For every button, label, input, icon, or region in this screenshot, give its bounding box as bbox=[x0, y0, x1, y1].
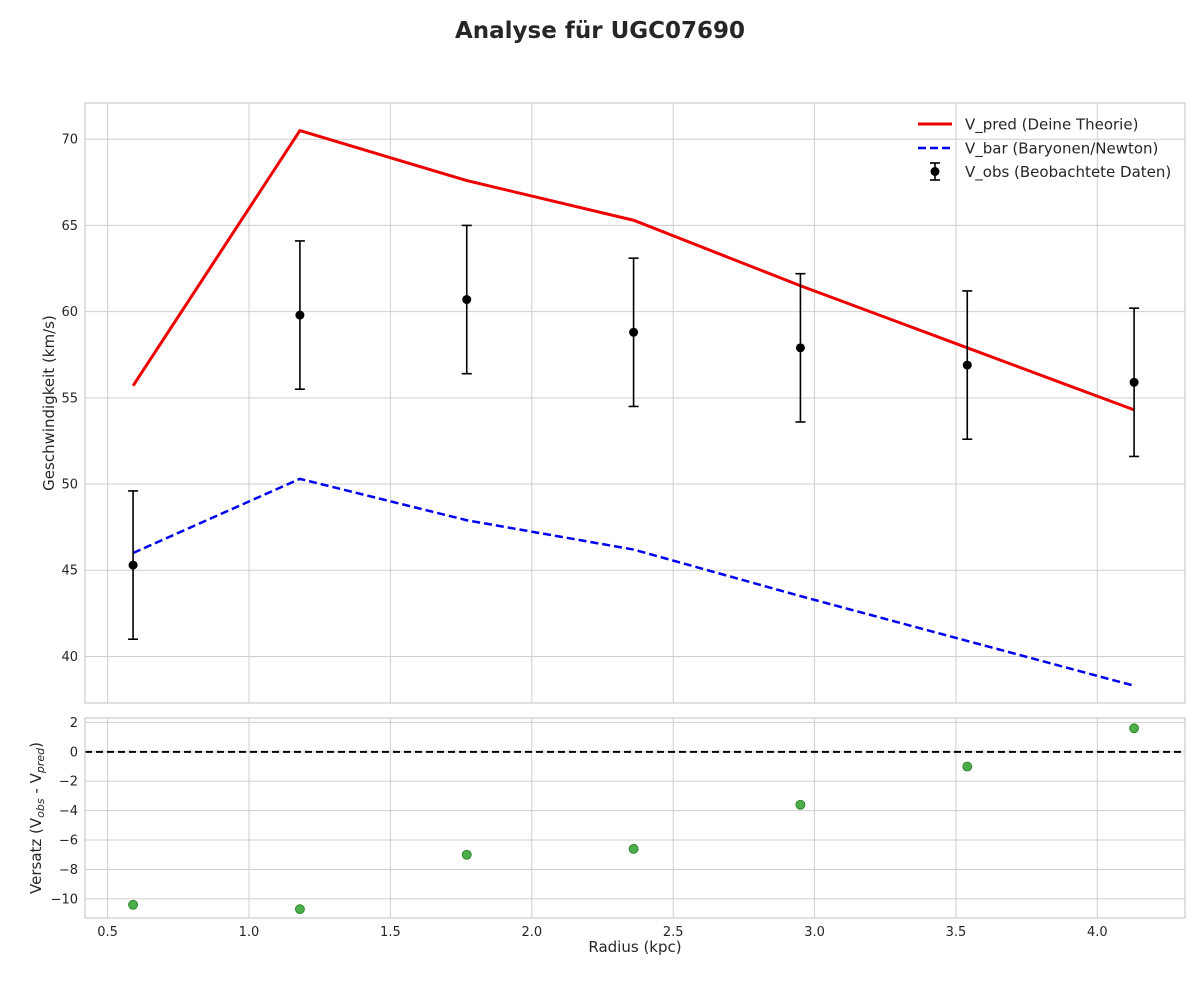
obs-point-3 bbox=[628, 257, 639, 408]
residual-grid bbox=[85, 718, 1185, 918]
residual-y-tick-5: 0 bbox=[70, 745, 78, 760]
residual-point-2 bbox=[461, 849, 472, 860]
obs-marker-6 bbox=[1129, 377, 1139, 387]
residual-ylabel-part-3: - V bbox=[27, 772, 45, 798]
velocity-series bbox=[128, 129, 1140, 687]
residual-y-ticks: −10 −8 −6 −4 −2 0 2 bbox=[51, 716, 78, 907]
velocity-y-ticks: 40 45 50 55 60 65 70 bbox=[61, 133, 78, 665]
residual-y-axis-label: Versatz (Vobs - Vpred) bbox=[27, 742, 47, 894]
legend-item-v-pred: V_pred (Deine Theorie) bbox=[918, 116, 1138, 135]
legend-label-v-obs: V_obs (Beobachtete Daten) bbox=[965, 163, 1171, 182]
obs-marker-3 bbox=[629, 327, 639, 337]
x-tick-1.0: 1.0 bbox=[239, 925, 260, 940]
velocity-y-tick-65: 65 bbox=[61, 219, 78, 234]
velocity-y-axis-label: Geschwindigkeit (km/s) bbox=[40, 315, 58, 491]
obs-point-5 bbox=[962, 290, 973, 441]
residual-point-5 bbox=[962, 761, 973, 772]
velocity-y-tick-45: 45 bbox=[61, 564, 78, 579]
residual-y-tick-4: −2 bbox=[59, 775, 78, 790]
obs-marker-0 bbox=[128, 560, 138, 570]
residual-point-4 bbox=[795, 799, 806, 810]
residual-point-6 bbox=[1129, 723, 1140, 734]
obs-point-0 bbox=[128, 490, 139, 641]
x-tick-3.0: 3.0 bbox=[804, 925, 825, 940]
x-tick-3.5: 3.5 bbox=[946, 925, 967, 940]
velocity-y-tick-55: 55 bbox=[61, 391, 78, 406]
residual-ylabel-part-1: Versatz (V bbox=[27, 817, 45, 894]
residual-point-0 bbox=[128, 899, 138, 910]
residual-panel: −10 −8 −6 −4 −2 0 2 0.5 1.0 1.5 2.0 2.5 3.0 3.5 4.0 R… bbox=[27, 716, 1186, 956]
residual-y-tick-2: −6 bbox=[59, 834, 78, 849]
obs-marker-5 bbox=[962, 360, 972, 370]
velocity-grid bbox=[85, 103, 1185, 703]
obs-marker-4 bbox=[795, 343, 805, 353]
residual-point-1 bbox=[295, 904, 305, 915]
residual-point-3 bbox=[628, 843, 639, 854]
x-tick-1.5: 1.5 bbox=[380, 925, 401, 940]
velocity-panel: 40 45 50 55 60 65 70 Geschwindigkeit (km/s) V_… bbox=[40, 102, 1186, 704]
x-tick-0.5: 0.5 bbox=[97, 925, 118, 940]
velocity-y-tick-70: 70 bbox=[61, 133, 78, 148]
obs-marker-1 bbox=[295, 310, 305, 320]
legend-label-v-pred: V_pred (Deine Theorie) bbox=[965, 116, 1138, 135]
residual-y-tick-6: 2 bbox=[70, 716, 78, 731]
obs-point-1 bbox=[294, 240, 305, 391]
legend-swatch-v-obs bbox=[930, 162, 940, 181]
residual-x-ticks: 0.5 1.0 1.5 2.0 2.5 3.0 3.5 4.0 bbox=[97, 925, 1107, 940]
legend-label-v-bar: V_bar (Baryonen/Newton) bbox=[965, 140, 1158, 159]
legend-item-v-bar: V_bar (Baryonen/Newton) bbox=[918, 140, 1158, 159]
obs-point-2 bbox=[461, 224, 472, 375]
residual-y-tick-3: −4 bbox=[59, 804, 78, 819]
velocity-panel-frame bbox=[84, 102, 1186, 704]
residual-y-tick-0: −10 bbox=[51, 892, 78, 907]
velocity-y-tick-40: 40 bbox=[61, 650, 78, 665]
obs-point-6 bbox=[1129, 307, 1140, 458]
x-tick-2.0: 2.0 bbox=[521, 925, 542, 940]
residual-panel-frame bbox=[84, 717, 1186, 919]
residual-ylabel-part-5: ) bbox=[27, 742, 45, 748]
residual-ylabel-sub-pred: pred bbox=[34, 747, 47, 774]
residual-ylabel-sub-obs: obs bbox=[34, 798, 47, 818]
obs-marker-2 bbox=[462, 295, 472, 305]
chart-title: Analyse für UGC07690 bbox=[455, 18, 745, 44]
residual-series bbox=[85, 723, 1185, 915]
velocity-y-tick-50: 50 bbox=[61, 478, 78, 493]
series-line-v-bar bbox=[132, 477, 1135, 687]
obs-point-4 bbox=[795, 272, 806, 423]
x-axis-label: Radius (kpc) bbox=[588, 938, 681, 956]
x-tick-4.0: 4.0 bbox=[1087, 925, 1108, 940]
velocity-y-tick-60: 60 bbox=[61, 305, 78, 320]
legend-item-v-obs: V_obs (Beobachtete Daten) bbox=[930, 162, 1171, 182]
x-tick-2.5: 2.5 bbox=[663, 925, 684, 940]
residual-y-tick-1: −8 bbox=[59, 863, 78, 878]
legend: V_pred (Deine Theorie) V_bar (Baryonen/N… bbox=[918, 116, 1171, 182]
